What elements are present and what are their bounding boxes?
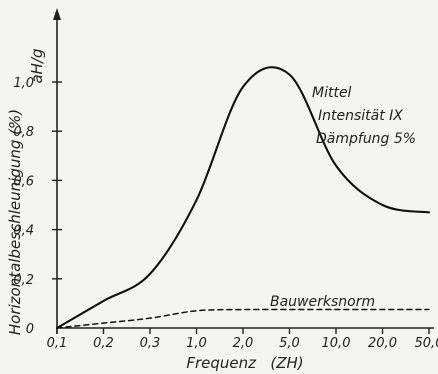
series-layer (55, 66, 431, 330)
series-mittel-line (55, 66, 431, 330)
y-tick-label: 1,0 (13, 76, 34, 91)
x-tick-label: 0,2 (93, 336, 114, 351)
y-tick-label: 0,6 (13, 174, 34, 189)
x-tick-label: 1,0 (186, 336, 207, 351)
y-axis-arrow (53, 8, 61, 20)
y-tick-label: 0,8 (13, 125, 34, 140)
y-tick-label: 0,2 (13, 273, 34, 288)
x-axis-title: Frequenz (ZH) (186, 354, 303, 372)
annotation-line-3: Dämpfung 5% (316, 131, 416, 147)
x-tick-label: 50,0 (415, 336, 438, 351)
y-tick-label: 0 (26, 322, 34, 337)
x-tick-label: 0,1 (47, 336, 68, 351)
y-axis (53, 8, 61, 334)
x-tick-label: 2,0 (233, 336, 254, 351)
annotation-line-1: Mittel (312, 85, 352, 101)
y-axis-unit: aH/g (28, 48, 46, 83)
annotation-line-2: Intensität IX (318, 108, 403, 124)
legend-bauwerksnorm: Bauwerksnorm (270, 294, 375, 310)
x-tick-label: 0,3 (140, 336, 161, 351)
x-tick-label: 10,0 (322, 336, 351, 351)
x-ticks: 0,1 0,2 0,3 1,0 2,0 5,0 10,0 20,0 50,0 (47, 328, 438, 351)
y-axis-title: Horizontalbeschleunigung (%) (6, 109, 24, 335)
x-tick-label: 20,0 (368, 336, 397, 351)
y-ticks: 0 0,2 0,4 0,6 0,8 1,0 (13, 76, 62, 337)
x-tick-label: 5,0 (279, 336, 300, 351)
series-bauwerksnorm-line (56, 308, 430, 329)
y-tick-label: 0,4 (13, 224, 34, 239)
